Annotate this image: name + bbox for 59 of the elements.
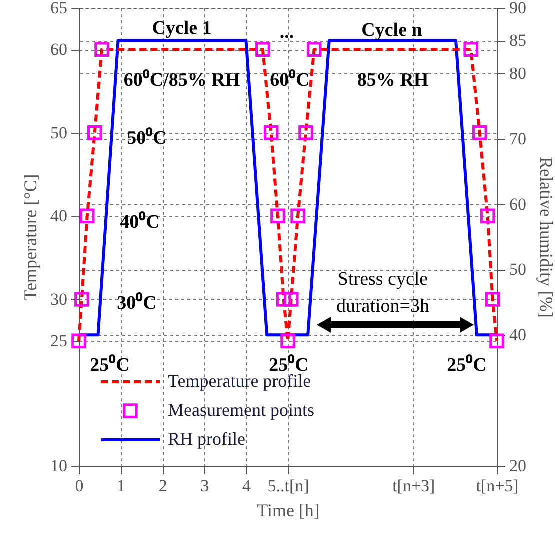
x-tick-label: 0	[75, 476, 84, 496]
y2-axis-title: Relative humidity [%]	[536, 157, 555, 318]
point	[74, 292, 90, 307]
y-tick-label: 50	[50, 123, 68, 142]
point	[480, 208, 496, 224]
y-tick-label: 60	[50, 40, 68, 60]
point	[290, 208, 306, 224]
point	[306, 42, 322, 58]
annotation: Cycle 1	[152, 18, 212, 39]
y-tick-label: 40	[50, 206, 68, 226]
x-axis-title: Time [h]	[257, 500, 320, 520]
point	[276, 292, 292, 307]
point	[280, 334, 296, 348]
y2-tick-label: 50	[510, 260, 526, 280]
point	[284, 292, 299, 307]
x-tick-label: 1	[117, 476, 126, 496]
y-tick-label: 10	[50, 456, 68, 476]
x-tick-label: t[n+3]	[392, 476, 436, 496]
point	[464, 42, 478, 58]
x-tick-label: 2	[158, 476, 168, 496]
annotation: 25⁰C	[90, 354, 130, 376]
y-tick-label: 25	[50, 332, 68, 351]
annotation: 30⁰C	[117, 292, 157, 314]
point	[490, 334, 504, 348]
y2-tick-label: 90	[510, 0, 526, 18]
point	[264, 126, 279, 140]
annotation: 85% RH	[357, 70, 429, 91]
annotation: 50⁰C	[127, 127, 167, 149]
x-tick-label: 4	[242, 476, 252, 496]
annotation: 60⁰C/85% RH	[124, 69, 240, 91]
point	[256, 42, 270, 58]
y2-tick-label: 70	[510, 129, 526, 148]
x-tick-label: 5..t[n]	[268, 476, 310, 496]
annotation: Stress cycle duration=3h	[336, 269, 430, 317]
y-tick-label: 30	[50, 290, 68, 309]
y-tick-label: 65	[50, 0, 68, 18]
x-tick-label: t[n+5]	[476, 476, 519, 496]
legend-label: Measurement points	[168, 400, 314, 420]
x-tick-label: 3	[200, 476, 210, 496]
y-axis-title: Temperature [°C]	[20, 174, 40, 301]
y2-tick-label: 60	[510, 194, 526, 214]
y2-tick-label: 40	[510, 326, 526, 345]
legend-label: RH profile	[168, 429, 246, 449]
point	[485, 292, 500, 307]
annotation: 60⁰C	[270, 69, 310, 91]
point	[80, 208, 95, 224]
point	[88, 126, 102, 140]
y2-tick-label: 80	[510, 64, 526, 83]
annotation: ...	[280, 22, 294, 43]
y2-tick-label: 85	[510, 31, 526, 50]
annotation: 40⁰C	[120, 211, 160, 233]
point	[72, 334, 86, 348]
point	[298, 126, 314, 140]
point	[270, 208, 286, 224]
point	[94, 42, 110, 58]
annotation: Cycle n	[362, 20, 423, 41]
y2-tick-label: 20	[510, 456, 526, 476]
point	[472, 126, 488, 140]
annotation: 25⁰C	[447, 354, 487, 376]
